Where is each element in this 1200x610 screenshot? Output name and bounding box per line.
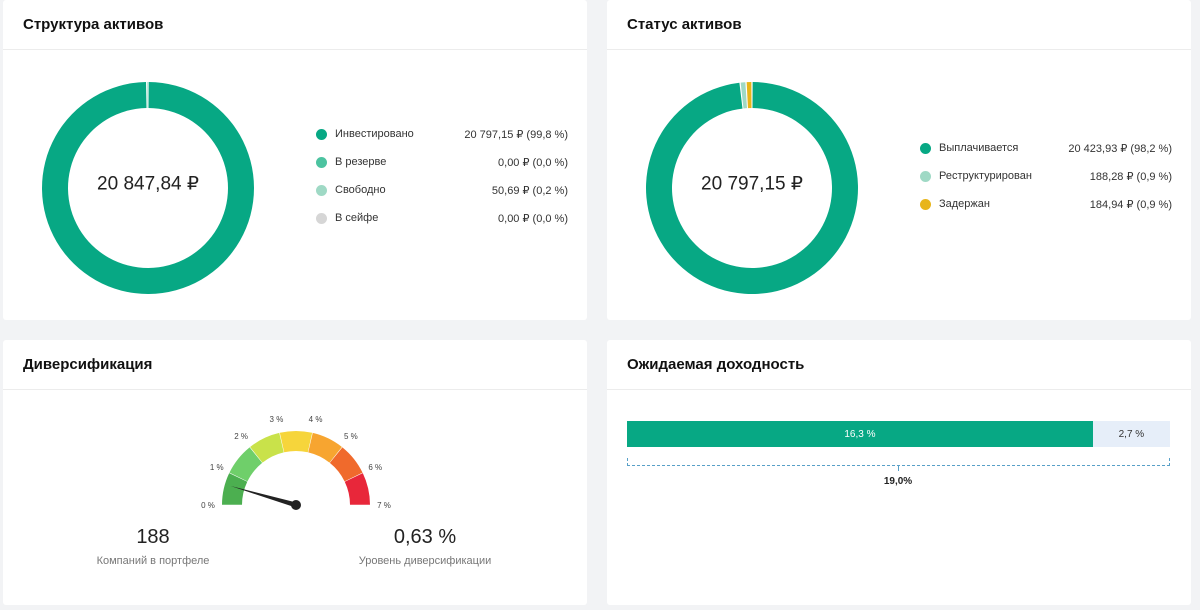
yield-bar-rest-segment: 2,7 % [1092, 421, 1170, 447]
asset-structure-slice-2[interactable] [147, 82, 148, 109]
asset-structure-legend-value: 20 797,15 ₽ (99,8 %) [464, 128, 568, 141]
asset-status-total: 20 797,15 ₽ [701, 173, 803, 195]
asset-status-legend-value: 20 423,93 ₽ (98,2 %) [1068, 142, 1172, 155]
gauge-segment-2 [250, 432, 284, 463]
asset-status-legend-value: 184,94 ₽ (0,9 %) [1089, 198, 1172, 211]
asset-status-legend-item[interactable]: Реструктурирован 188,28 ₽ (0,9 %) [920, 162, 1172, 190]
asset-structure-total: 20 847,84 ₽ [97, 173, 199, 195]
gauge-tick-label: 4 % [309, 415, 323, 424]
legend-dot-icon [316, 212, 327, 224]
diversification-header: Диверсификация [3, 340, 587, 390]
diversification-level-value: 0,63 % [393, 526, 457, 548]
asset-structure-legend: Инвестировано 20 797,15 ₽ (99,8 %) В резер… [316, 120, 568, 232]
gauge-segment-6 [344, 473, 370, 505]
gauge-needle [230, 486, 297, 508]
asset-structure-legend-item[interactable]: В сейфе 0,00 ₽ (0,0 %) [316, 204, 568, 232]
legend-dot-icon [920, 170, 931, 182]
asset-structure-header: Структура активов [3, 0, 587, 50]
asset-structure-legend-label: Инвестировано [335, 128, 414, 140]
asset-structure-legend-value: 50,69 ₽ (0,2 %) [491, 184, 568, 197]
gauge-tick-label: 5 % [344, 432, 358, 441]
asset-status-legend-label: Выплачивается [939, 142, 1019, 154]
gauge-tick-label: 0 % [201, 501, 215, 510]
diversification-gauge: 0 % 1 % 2 % 3 % 4 % 5 % 6 % 7 % [201, 415, 391, 510]
asset-status-title: Статус активов [627, 16, 742, 33]
asset-structure-legend-value: 0,00 ₽ (0,0 %) [498, 156, 568, 169]
gauge-tick-label: 7 % [377, 501, 391, 510]
companies-stat: 188 Компаний в портфеле [97, 526, 210, 567]
yield-bar-main-segment: 16,3 % [627, 421, 1093, 447]
asset-structure-legend-item[interactable]: В резерве 0,00 ₽ (0,0 %) [316, 148, 568, 176]
expected-yield-card: Ожидаемая доходность 16,3 % 2,7 % 19,0% [607, 340, 1191, 605]
asset-status-legend-item[interactable]: Задержан 184,94 ₽ (0,9 %) [920, 190, 1172, 218]
gauge-segment-0 [222, 473, 248, 505]
yield-total-bracket [627, 458, 1170, 466]
asset-structure-title: Структура активов [23, 16, 164, 33]
asset-structure-legend-item[interactable]: Свободно 50,69 ₽ (0,2 %) [316, 176, 568, 204]
legend-dot-icon [316, 156, 327, 168]
asset-status-legend: Выплачивается 20 423,93 ₽ (98,2 %) Реструк… [920, 134, 1172, 218]
legend-dot-icon [920, 198, 931, 210]
diversification-level-stat: 0,63 % Уровень диверсификации [359, 526, 492, 567]
gauge-segment-3 [279, 431, 313, 453]
asset-structure-legend-label: В сейфе [335, 212, 379, 224]
diversification-title: Диверсификация [23, 356, 153, 373]
legend-dot-icon [316, 128, 327, 140]
asset-status-slice-2[interactable] [746, 82, 752, 109]
gauge-tick-label: 3 % [270, 415, 284, 424]
diversification-level-label: Уровень диверсификации [358, 555, 492, 567]
companies-count: 188 [136, 526, 170, 548]
asset-status-donut [646, 82, 858, 294]
gauge-segment-4 [308, 432, 342, 463]
asset-structure-legend-item[interactable]: Инвестировано 20 797,15 ₽ (99,8 %) [316, 120, 568, 148]
asset-status-legend-label: Реструктурирован [939, 170, 1032, 182]
asset-structure-card: Структура активов 20 847,84 ₽ Инвестиров… [3, 0, 587, 320]
asset-status-legend-label: Задержан [939, 198, 990, 210]
yield-total-bracket-tick [898, 466, 899, 471]
expected-yield-header: Ожидаемая доходность [607, 340, 1191, 390]
yield-total-label: 19,0% [883, 476, 913, 487]
asset-status-card: Статус активов 20 797,15 ₽ Выплачивается… [607, 0, 1191, 320]
expected-yield-title: Ожидаемая доходность [627, 356, 805, 373]
gauge-needle-hub [291, 500, 301, 510]
asset-status-legend-value: 188,28 ₽ (0,9 %) [1089, 170, 1172, 183]
gauge-segment-5 [329, 447, 363, 482]
diversification-card: Диверсификация 0 % 1 % 2 % 3 % 4 % 5 % 6 % 7 % … [3, 340, 587, 605]
legend-dot-icon [920, 142, 931, 154]
asset-structure-legend-label: В резерве [335, 156, 387, 168]
gauge-segment-1 [229, 447, 263, 482]
gauge-tick-label: 1 % [210, 463, 224, 472]
asset-status-legend-item[interactable]: Выплачивается 20 423,93 ₽ (98,2 %) [920, 134, 1172, 162]
gauge-tick-label: 2 % [234, 432, 248, 441]
companies-label: Компаний в портфеле [96, 555, 210, 567]
gauge-tick-label: 6 % [368, 463, 382, 472]
asset-structure-legend-value: 0,00 ₽ (0,0 %) [498, 212, 568, 225]
asset-status-slice-1[interactable] [740, 82, 747, 109]
asset-structure-donut [42, 82, 254, 294]
yield-bar: 16,3 % 2,7 % [627, 421, 1170, 447]
legend-dot-icon [316, 184, 327, 196]
asset-status-header: Статус активов [607, 0, 1191, 50]
asset-structure-legend-label: Свободно [335, 184, 386, 196]
